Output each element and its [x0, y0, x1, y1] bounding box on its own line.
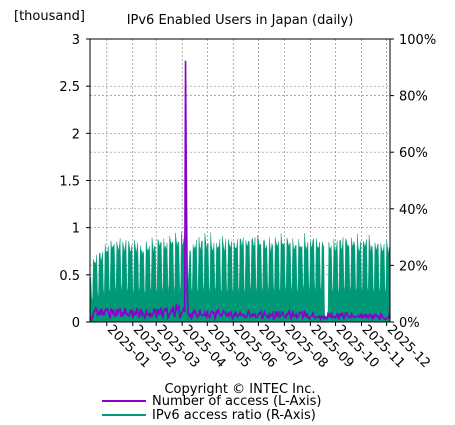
- left-tick-label: 3: [72, 33, 80, 48]
- copyright-text: Copyright © INTEC Inc.: [164, 382, 315, 397]
- left-tick-label: 1.5: [59, 175, 80, 190]
- ratio-area: [89, 186, 391, 323]
- left-tick-label: 2: [72, 127, 80, 142]
- left-tick-label: 0.5: [59, 269, 80, 284]
- right-tick-label: 80%: [399, 90, 428, 105]
- legend-label-access: Number of access (L-Axis): [152, 394, 322, 409]
- right-tick-label: 60%: [399, 146, 428, 161]
- left-tick-label: 0: [72, 316, 80, 331]
- left-axis-ticks: 0 0.5 1 1.5 2 2.5 3: [59, 33, 90, 331]
- x-axis-ticks: 2025-012025-022025-032025-042025-052025-…: [104, 322, 433, 371]
- access-line-layer: [89, 60, 391, 322]
- legend-label-ratio: IPv6 access ratio (R-Axis): [152, 408, 316, 423]
- right-tick-label: 0%: [399, 316, 420, 331]
- right-tick-label: 100%: [399, 33, 436, 48]
- access-line: [89, 60, 391, 322]
- right-axis-ticks: 0% 20% 40% 60% 80% 100%: [390, 33, 436, 331]
- right-tick-label: 40%: [399, 203, 428, 218]
- left-tick-label: 1: [72, 222, 80, 237]
- ratio-area-layer: [89, 186, 391, 323]
- chart-title: IPv6 Enabled Users in Japan (daily): [127, 13, 354, 28]
- left-axis-unit: [thousand]: [14, 9, 85, 24]
- legend: Number of access (L-Axis) IPv6 access ra…: [102, 394, 322, 423]
- left-tick-label: 2.5: [59, 80, 80, 95]
- right-tick-label: 20%: [399, 259, 428, 274]
